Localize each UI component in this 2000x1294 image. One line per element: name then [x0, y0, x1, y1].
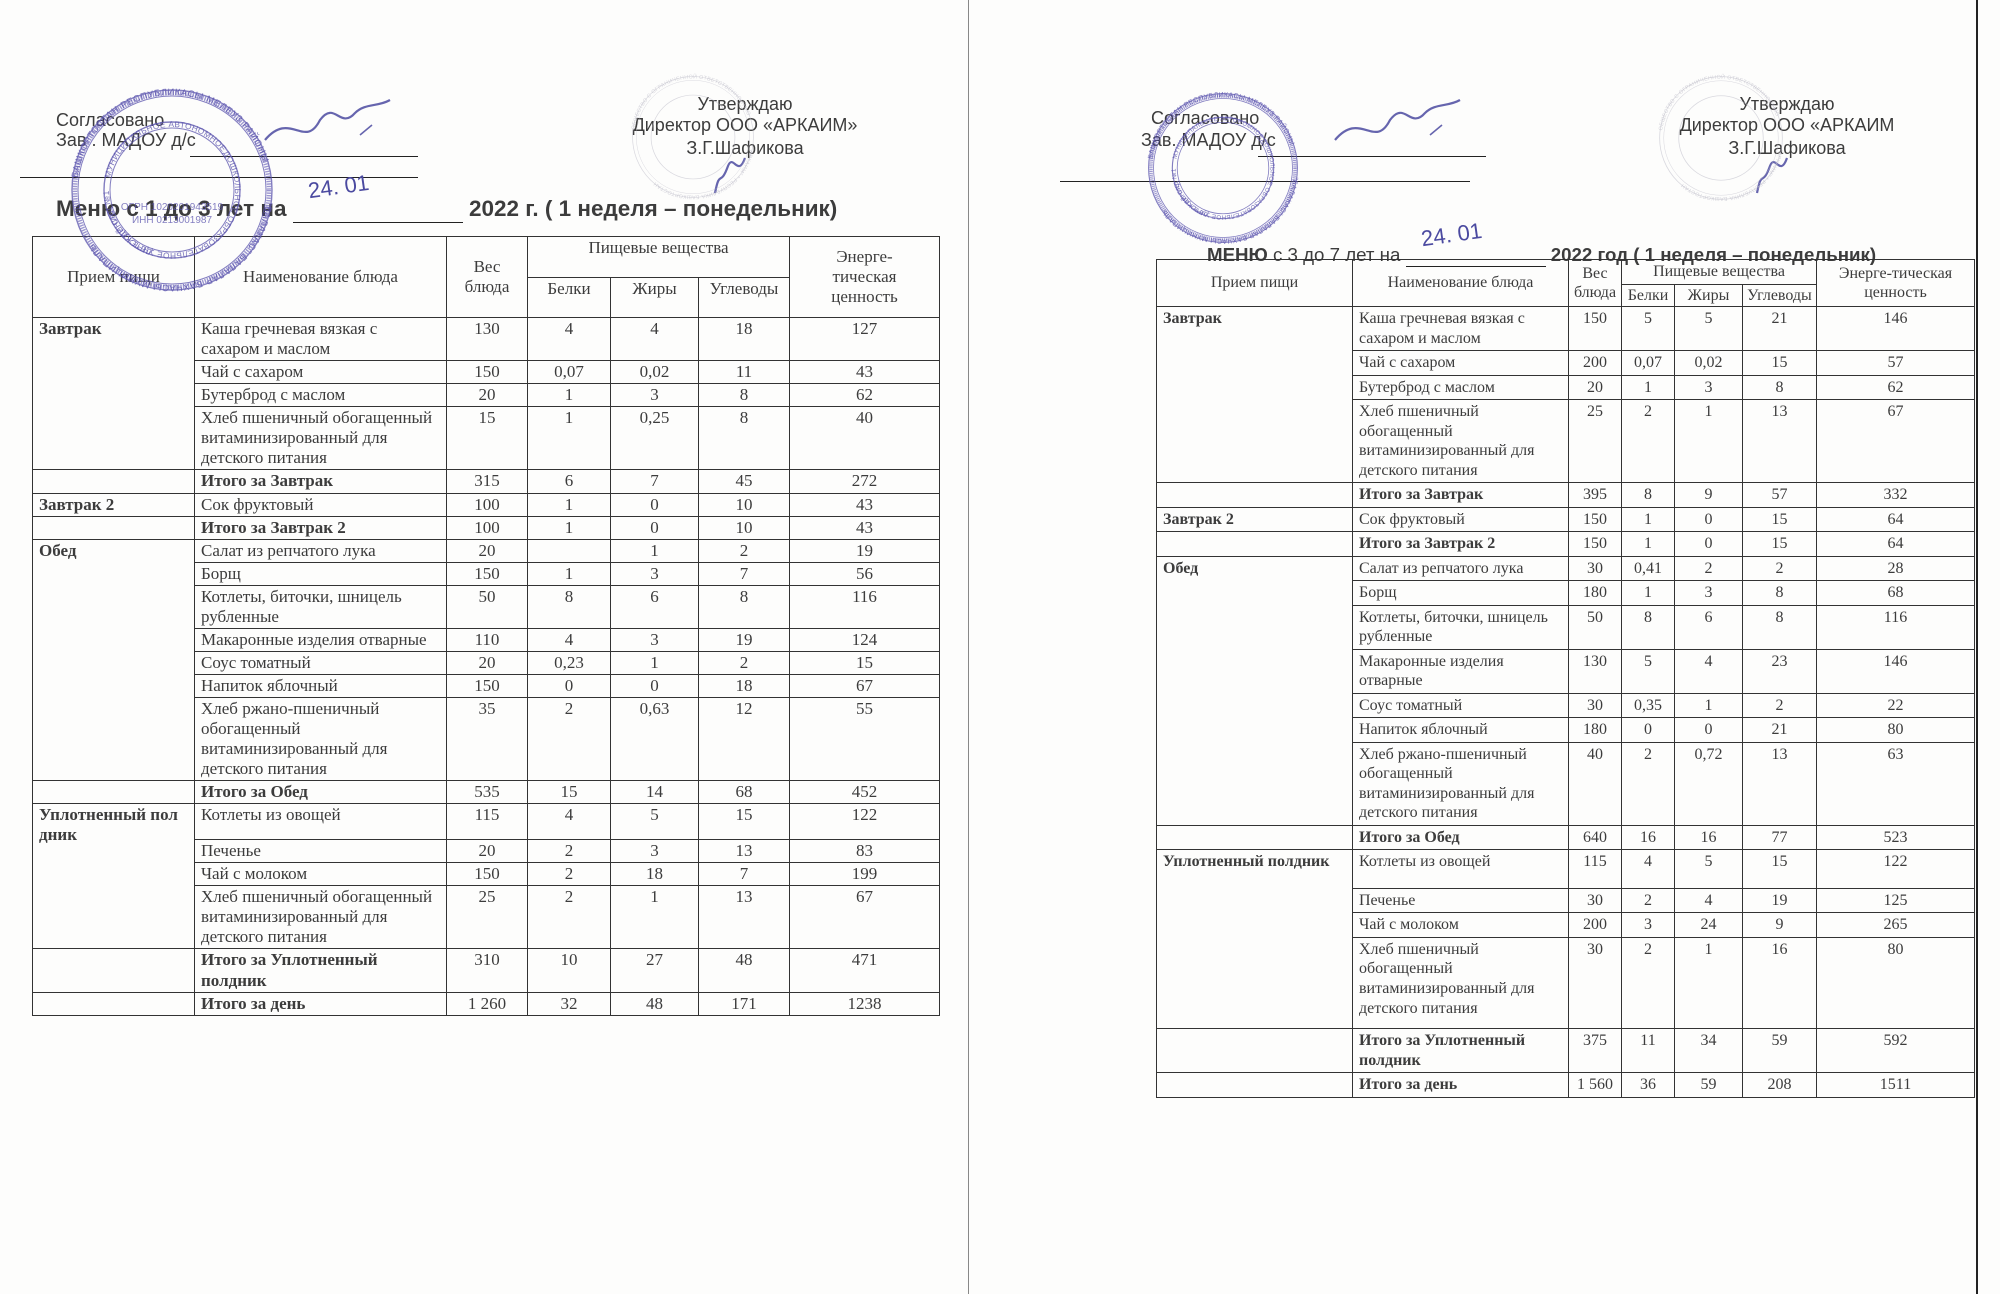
svg-text:МУНИЦИПАЛЬНОЕ АВТОНОМНОЕ: МУНИЦИПАЛЬНОЕ АВТОНОМНОЕ — [102, 119, 229, 179]
svg-text:ОГРН 1020201943519: ОГРН 1020201943519 — [121, 202, 224, 213]
svg-text:ДЕТСКИЙ САД №12 "МАЛЫШОК": ДЕТСКИЙ САД №12 "МАЛЫШОК" — [1129, 74, 1209, 218]
svg-text:БАШКОРТОСТАН РЕСПУБЛИКАСЫ МЕЛЕ: БАШКОРТОСТАН РЕСПУБЛИКАСЫ МЕЛЕУЗ РАЙОНЫ — [1147, 92, 1295, 160]
svg-text:"АРКАИМ" * РЕСПУБЛИКА БАШКОРТО: "АРКАИМ" * РЕСПУБЛИКА БАШКОРТОСТАН — [653, 148, 755, 200]
svg-text:ДОШКОЛЬНОЕ ОБРАЗОВАТЕЛЬНОЕ УЧР: ДОШКОЛЬНОЕ ОБРАЗОВАТЕЛЬНОЕ УЧРЕЖДЕНИЕ — [1173, 137, 1275, 220]
svg-text:ОБЩЕСТВО С ОГРАНИЧЕННОЙ ОТВЕТС: ОБЩЕСТВО С ОГРАНИЧЕННОЙ ОТВЕТСТВЕННОСТЬЮ — [631, 72, 752, 130]
svg-text:МУНИЦИПАЛЬНОЕ АВТОНОМНОЕ: МУНИЦИПАЛЬНОЕ АВТОНОМНОЕ — [1171, 116, 1264, 160]
svg-text:ДЕТСКИЙ САД №12 "МАЛЫШОК": ДЕТСКИЙ САД №12 "МАЛЫШОК" — [42, 60, 153, 257]
svg-text:БАШКОРТОСТАН РЕСПУБЛИКАСЫ МЕЛЕ: БАШКОРТОСТАН РЕСПУБЛИКАСЫ МЕЛЕУЗ РАЙОНЫ — [70, 87, 271, 178]
svg-text:ИНН 0213001987: ИНН 0213001987 — [132, 215, 212, 226]
svg-text:"БАЛАКАС" БАЛАЛАР БАХЧАСЫ МУНИ: "БАЛАКАС" БАЛАЛАР БАХЧАСЫ МУНИЦИПАЛЬ — [1161, 177, 1298, 245]
svg-text:"АРКАИМ" * РЕСПУБЛИКА БАШКОРТО: "АРКАИМ" * РЕСПУБЛИКА БАШКОРТОСТАН — [1680, 149, 1783, 202]
svg-text:ОБЩЕСТВО С ОГРАНИЧЕННОЙ ОТВЕТС: ОБЩЕСТВО С ОГРАНИЧЕННОЙ ОТВЕТСТВЕННОСТЬЮ — [1658, 73, 1780, 131]
